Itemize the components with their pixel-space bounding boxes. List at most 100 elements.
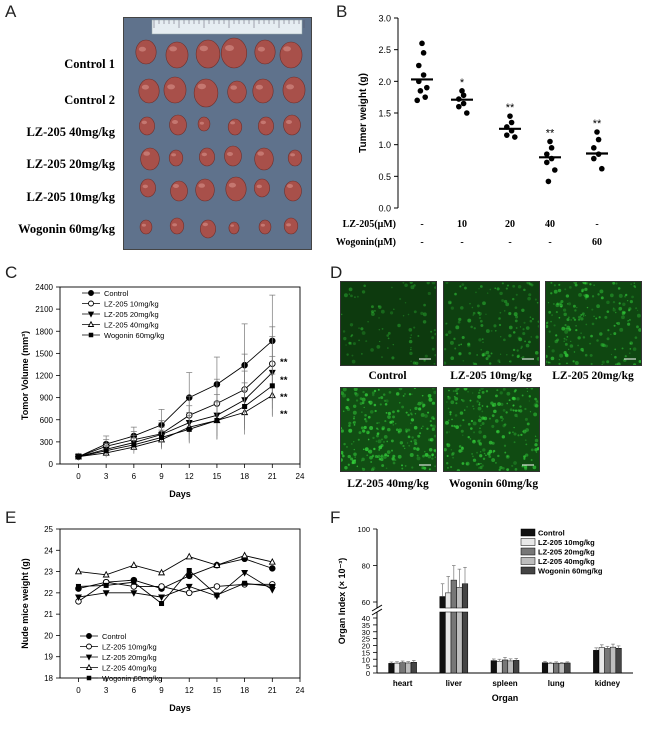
series-line: [78, 581, 273, 602]
ihc-cell: [461, 283, 465, 286]
ihc-cell: [448, 389, 450, 392]
ihc-cell: [377, 454, 381, 458]
ihc-cell: [610, 353, 613, 356]
ihc-cell: [525, 326, 530, 330]
ihc-cell: [450, 400, 455, 405]
ihc-cell: [446, 466, 449, 469]
ihc-cell: [481, 390, 485, 394]
ihc-cell: [513, 461, 517, 465]
ihc-cell: [348, 287, 353, 292]
ihc-cell: [638, 328, 641, 332]
ihc-cell: [343, 336, 347, 341]
tumor: [197, 116, 211, 132]
ihc-cell: [638, 359, 641, 363]
ihc-cell: [478, 389, 481, 392]
y-tick-label: 2.5: [378, 45, 391, 55]
ihc-cell: [553, 324, 556, 327]
ihc-cell: [427, 393, 432, 398]
ihc-cell: [596, 339, 599, 342]
bar: [564, 662, 571, 674]
ihc-cell: [506, 284, 509, 287]
significance-label: **: [506, 102, 515, 114]
y-tick-label: 20: [44, 631, 53, 640]
tumor: [254, 147, 274, 171]
ihc-cell: [357, 438, 360, 441]
ihc-cell: [555, 311, 558, 314]
ihc-cell: [547, 302, 550, 304]
ihc-cell: [494, 419, 499, 423]
bar: [445, 592, 452, 609]
ihc-cell: [381, 464, 385, 468]
ihc-cell: [463, 388, 468, 391]
ihc-cell: [422, 403, 426, 407]
ihc-cell: [528, 293, 532, 297]
ihc-cell: [487, 354, 491, 358]
ihc-cell: [546, 324, 549, 329]
ihc-cell: [508, 399, 511, 402]
ihc-cell: [352, 342, 356, 346]
data-point: [417, 88, 424, 94]
ihc-label-lz205-40: LZ-205 40mg/kg: [347, 478, 429, 490]
x-tick-label: spleen: [492, 679, 517, 688]
ihc-cell: [408, 444, 411, 447]
ihc-cell: [558, 283, 561, 286]
significance-label: **: [280, 392, 288, 403]
ihc-cell: [431, 457, 434, 460]
data-point: [186, 426, 192, 432]
ihc-cell: [428, 397, 433, 402]
legend-swatch: [520, 538, 536, 546]
ihc-cell: [604, 315, 608, 319]
y-tick-label: 100: [357, 525, 370, 534]
ihc-cell: [501, 417, 505, 421]
ihc-cell: [531, 317, 534, 321]
ihc-cell: [347, 454, 351, 459]
ihc-cell: [526, 388, 528, 389]
panel-c-tumor-volume-chart: 0 300 600 900 1200 1500 1800 2100 2400 0 3 6 9 12 15 18…: [20, 283, 305, 499]
ihc-cell: [370, 468, 375, 471]
tumor: [254, 39, 276, 65]
ihc-cell: [577, 318, 581, 321]
data-point: [599, 165, 605, 172]
ihc-cell: [497, 454, 500, 458]
ihc-cell: [521, 308, 525, 313]
ihc-cell: [536, 447, 539, 451]
ihc-cell: [411, 436, 414, 439]
ihc-cell: [513, 432, 517, 436]
data-point: [508, 119, 515, 126]
ihc-cell: [412, 361, 416, 365]
ihc-cell: [612, 282, 616, 285]
ihc-cell: [348, 424, 351, 428]
ihc-cell: [568, 328, 572, 331]
ihc-cell: [447, 396, 451, 400]
ihc-cell: [416, 456, 421, 461]
legend-marker: [86, 675, 92, 681]
ihc-cell: [360, 352, 363, 355]
ihc-cell: [566, 335, 569, 338]
ihc-cell: [481, 464, 484, 467]
ihc-cell: [367, 438, 370, 441]
ihc-cell: [562, 308, 567, 312]
ihc-cell: [347, 463, 350, 466]
ihc-tint: [341, 388, 436, 471]
ihc-cell: [477, 418, 482, 423]
tumor-highlight: [172, 223, 177, 227]
ihc-cell: [615, 282, 618, 285]
ihc-cell: [470, 419, 474, 423]
bar: [405, 662, 412, 674]
panel-letter-b: B: [336, 2, 348, 21]
ihc-cell: [386, 334, 390, 337]
ihc-cell: [578, 293, 582, 297]
ihc-cell: [434, 354, 436, 357]
ihc-cell: [452, 456, 455, 459]
ihc-cell: [352, 410, 357, 415]
tumor: [140, 178, 156, 198]
legend-label: LZ-205 40mg/kg: [102, 664, 157, 673]
ihc-cell: [501, 282, 504, 285]
y-tick-label: 300: [40, 438, 54, 447]
ihc-cell: [356, 295, 359, 298]
ihc-cell: [471, 306, 474, 309]
ihc-cell: [577, 336, 581, 340]
row-label-wogonin-60: Wogonin 60mg/kg: [18, 222, 115, 236]
ihc-cell: [528, 340, 531, 344]
ihc-cell: [478, 391, 481, 394]
